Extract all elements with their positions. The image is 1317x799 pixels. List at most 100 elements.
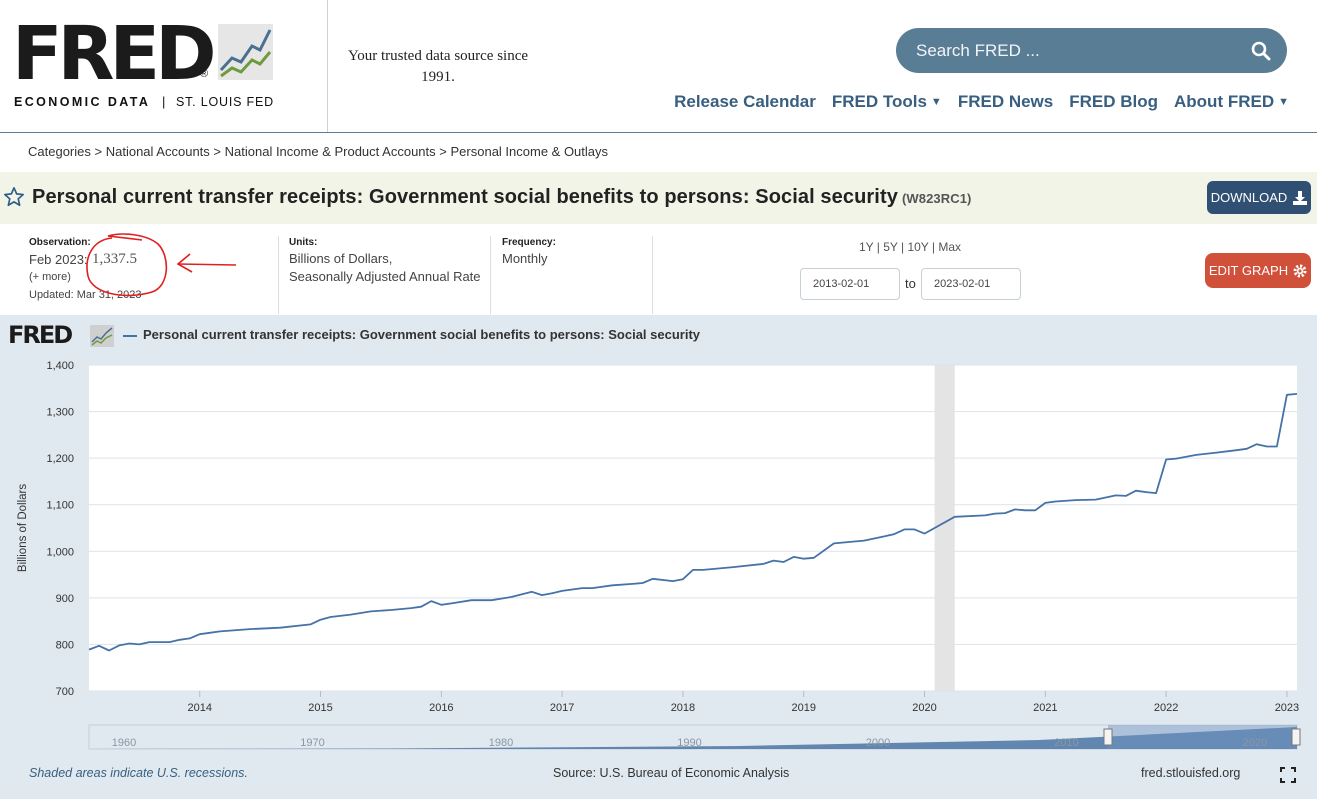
edit-graph-label: EDIT GRAPH	[1208, 263, 1289, 278]
breadcrumb-item[interactable]: National Income & Product Accounts	[224, 144, 436, 159]
series-title-bar: Personal current transfer receipts: Gove…	[0, 172, 1317, 224]
overview-selection	[1108, 725, 1297, 749]
overview-handle[interactable]	[1103, 728, 1113, 746]
nav-label: FRED Tools	[831, 92, 927, 111]
divider	[278, 236, 279, 314]
y-tick-label: 1,300	[46, 407, 74, 419]
nav-label: FRED Blog	[1069, 92, 1159, 111]
nav-release-calendar[interactable]: Release Calendar	[674, 92, 816, 112]
legend-logo-chart-icon	[90, 325, 114, 347]
breadcrumb-item[interactable]: National Accounts	[105, 144, 210, 159]
source-link[interactable]: Source: U.S. Bureau of Economic Analysis	[553, 766, 790, 780]
y-tick-label: 900	[56, 593, 74, 605]
nav-label: About FRED	[1174, 92, 1275, 111]
x-tick-label: 2014	[187, 702, 211, 714]
nav-fred-tools[interactable]: FRED Tools ▼	[832, 92, 942, 112]
x-tick-label: 2022	[1154, 702, 1178, 714]
overview-tick-label: 1970	[300, 737, 324, 749]
overview-tick-label: 1980	[489, 737, 513, 749]
units-label: Units:	[289, 237, 318, 248]
overview-area	[89, 727, 1297, 749]
more-observations-link[interactable]: (+ more)	[29, 271, 71, 283]
series-line	[88, 393, 1298, 652]
logo-wordmark: FRED	[12, 11, 217, 97]
x-tick-label: 2016	[429, 702, 453, 714]
start-date-input[interactable]	[800, 268, 900, 300]
divider	[652, 236, 653, 314]
divider	[490, 236, 491, 314]
search-icon[interactable]	[1251, 41, 1271, 61]
y-tick-label: 1,100	[46, 500, 74, 512]
x-tick-label: 2018	[671, 702, 695, 714]
tagline: Your trusted data source since 1991.	[347, 48, 529, 85]
breadcrumb-item[interactable]: Personal Income & Outlays	[450, 144, 609, 159]
x-tick-label: 2017	[550, 702, 574, 714]
units-value-line1: Billions of Dollars,	[289, 251, 393, 266]
y-tick-label: 1,400	[46, 360, 74, 372]
x-tick-label: 2015	[308, 702, 332, 714]
download-icon	[1293, 190, 1308, 205]
nav-label: FRED News	[957, 92, 1054, 111]
frequency-value: Monthly	[502, 251, 548, 266]
chevron-down-icon: ▼	[1278, 96, 1289, 108]
updated-date: Updated: Mar 31, 2023	[29, 289, 142, 301]
series-title-text: Personal current transfer receipts: Gove…	[32, 186, 898, 208]
download-button[interactable]: DOWNLOAD	[1207, 181, 1311, 214]
to-label: to	[905, 276, 916, 291]
breadcrumb: Categories > National Accounts > Nationa…	[28, 144, 608, 159]
x-tick-label: 2023	[1275, 702, 1299, 714]
handwritten-annotation	[86, 233, 237, 297]
units-value-line2: Seasonally Adjusted Annual Rate	[289, 269, 481, 284]
logo-subtitle-org: ST. LOUIS FED	[176, 95, 274, 109]
page-title: Personal current transfer receipts: Gove…	[32, 186, 971, 209]
edit-graph-button[interactable]: EDIT GRAPH	[1205, 253, 1311, 288]
observation-date: Feb 2023:	[29, 252, 88, 267]
nav-label: Release Calendar	[674, 92, 816, 111]
y-axis-label: Billions of Dollars	[17, 484, 29, 572]
nav-fred-news[interactable]: FRED News	[958, 92, 1053, 112]
chart-legend: FRED Personal current transfer receipts:…	[0, 315, 1317, 355]
site-header: FRED ® ECONOMIC DATA | ST. LOUIS FED You…	[0, 0, 1317, 133]
search-input[interactable]	[914, 38, 1228, 64]
search-box	[896, 28, 1287, 73]
overview-tick-label: 1990	[677, 737, 701, 749]
y-tick-label: 800	[56, 639, 74, 651]
recession-shade	[934, 365, 955, 691]
observation-label: Observation:	[29, 237, 91, 248]
x-tick-label: 2019	[791, 702, 815, 714]
nav-about-fred[interactable]: About FRED ▼	[1174, 92, 1289, 112]
x-tick-label: 2020	[912, 702, 936, 714]
logo-chart-icon	[218, 24, 273, 80]
main-nav: Release Calendar FRED Tools ▼ FRED News F…	[674, 92, 1289, 112]
legend-series-name: Personal current transfer receipts: Gove…	[143, 327, 701, 342]
logo-subtitle: ECONOMIC DATA	[14, 95, 150, 109]
gear-icon	[1293, 264, 1307, 277]
plot-background	[89, 365, 1297, 691]
y-tick-label: 700	[56, 686, 74, 698]
logo-registered-mark: ®	[200, 68, 209, 80]
legend-swatch	[123, 335, 137, 337]
legend-logo: FRED	[8, 321, 73, 349]
range-links[interactable]: 1Y | 5Y | 10Y | Max	[858, 240, 962, 254]
breadcrumb-separator: >	[94, 144, 103, 159]
y-tick-label: 1,200	[46, 453, 74, 465]
star-icon[interactable]	[3, 186, 25, 208]
fred-logo[interactable]: FRED ® ECONOMIC DATA | ST. LOUIS FED	[0, 0, 328, 132]
x-tick-label: 2021	[1033, 702, 1057, 714]
breadcrumb-item[interactable]: Categories	[28, 144, 91, 159]
overview-handle[interactable]	[1291, 728, 1301, 746]
breadcrumb-separator: >	[439, 144, 447, 159]
overview-tick-label: 1960	[112, 737, 136, 749]
series-id: (W823RC1)	[901, 191, 972, 206]
fullscreen-icon[interactable]	[1280, 767, 1296, 783]
overview-tick-label: 2010	[1054, 737, 1078, 749]
overview-tick-label: 2020	[1243, 737, 1267, 749]
site-link[interactable]: fred.stlouisfed.org	[1141, 766, 1241, 780]
nav-fred-blog[interactable]: FRED Blog	[1069, 92, 1158, 112]
overview-tick-label: 2000	[866, 737, 890, 749]
end-date-input[interactable]	[921, 268, 1021, 300]
download-label: DOWNLOAD	[1210, 190, 1288, 205]
observation-value: 1,337.5	[92, 251, 137, 267]
frequency-label: Frequency:	[502, 237, 556, 248]
